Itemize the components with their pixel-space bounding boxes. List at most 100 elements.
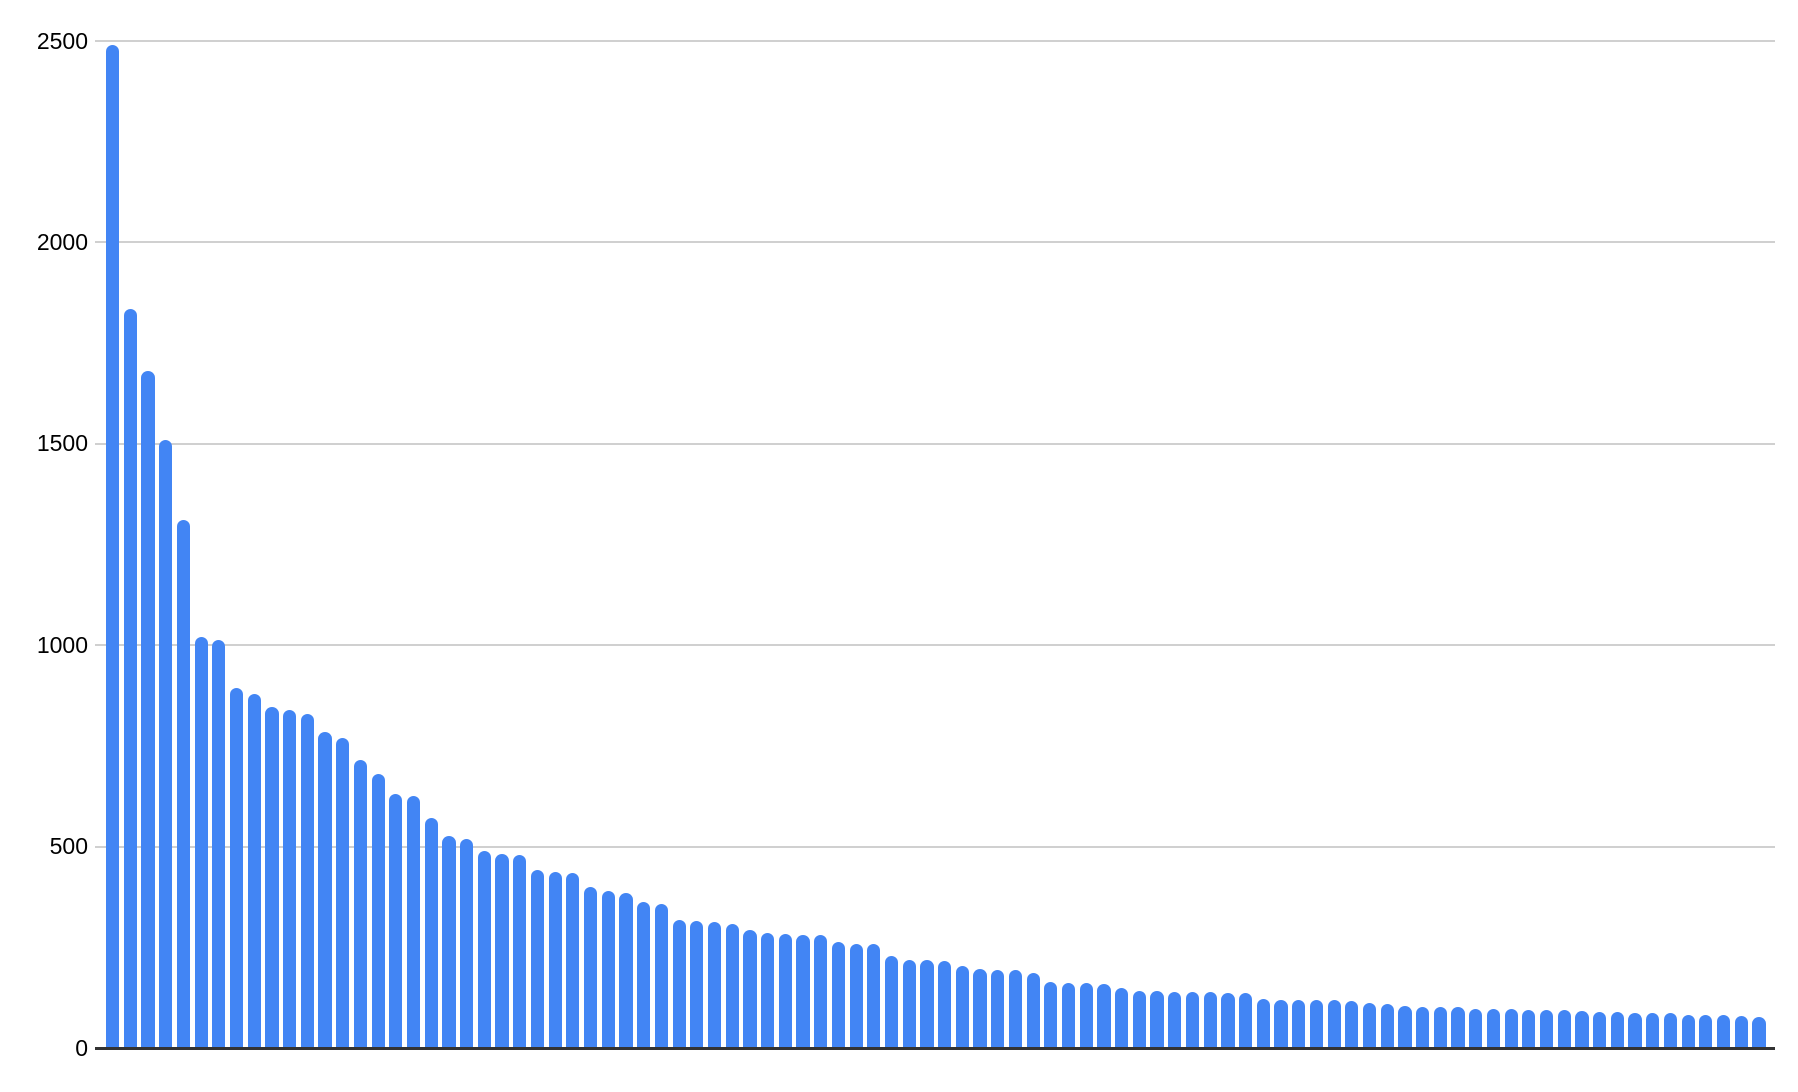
bar-12	[300, 714, 314, 1048]
bar-24	[513, 855, 527, 1048]
bar-60	[1150, 991, 1164, 1048]
bars-layer	[95, 41, 1775, 1048]
bar-72	[1362, 1002, 1377, 1048]
bar-27	[566, 873, 580, 1048]
bar-53	[1026, 973, 1040, 1048]
bar-20	[442, 835, 456, 1048]
bar-29	[601, 890, 615, 1048]
bar-11	[283, 710, 297, 1048]
bar-66	[1256, 999, 1270, 1048]
bar-7	[212, 640, 226, 1048]
bar-38	[761, 933, 775, 1048]
bar-56	[1079, 983, 1093, 1048]
bar-1	[106, 45, 120, 1048]
bar-67	[1274, 999, 1288, 1048]
bar-8	[229, 687, 244, 1048]
bar-64	[1221, 992, 1235, 1048]
bar-74	[1398, 1006, 1412, 1048]
bar-75	[1416, 1006, 1430, 1048]
bar-77	[1451, 1006, 1465, 1048]
bar-57	[1097, 983, 1111, 1048]
bar-31	[637, 901, 651, 1048]
bar-58	[1115, 988, 1129, 1048]
bar-16	[371, 773, 385, 1048]
bar-65	[1239, 993, 1253, 1048]
bar-51	[991, 969, 1005, 1048]
bar-19	[424, 817, 438, 1048]
bar-15	[353, 760, 368, 1048]
bar-22	[477, 850, 491, 1048]
x-axis-line	[95, 1047, 1775, 1050]
y-tick-label-1500: 1500	[36, 430, 88, 457]
bar-50	[973, 968, 987, 1048]
bar-79	[1486, 1009, 1501, 1048]
bar-41	[814, 935, 828, 1048]
bar-33	[672, 919, 686, 1048]
bar-59	[1132, 990, 1146, 1048]
bar-30	[619, 892, 633, 1048]
bar-81	[1522, 1009, 1536, 1048]
bar-4	[159, 439, 173, 1048]
bar-23	[495, 853, 509, 1048]
gridline-2000	[95, 241, 1775, 244]
bar-5	[176, 520, 191, 1048]
bar-73	[1380, 1004, 1394, 1048]
y-tick-label-0: 0	[75, 1034, 88, 1061]
bar-43	[849, 944, 863, 1048]
bar-36	[725, 923, 739, 1048]
bar-94	[1752, 1016, 1766, 1048]
bar-10	[265, 707, 279, 1048]
bar-13	[318, 731, 332, 1048]
bar-84	[1575, 1010, 1589, 1048]
bar-90	[1681, 1014, 1695, 1048]
bar-32	[654, 903, 668, 1048]
bar-37	[743, 930, 757, 1048]
bar-25	[530, 870, 545, 1048]
gridline-500	[95, 845, 1775, 848]
bar-76	[1433, 1006, 1447, 1048]
bar-35	[707, 921, 722, 1048]
bar-80	[1504, 1009, 1518, 1048]
bar-52	[1008, 970, 1023, 1048]
gridline-1000	[95, 644, 1775, 647]
bar-18	[406, 795, 421, 1048]
bar-63	[1203, 992, 1217, 1048]
bar-47	[920, 960, 934, 1048]
bar-45	[884, 956, 899, 1048]
bar-62	[1185, 992, 1200, 1048]
bar-46	[902, 959, 916, 1048]
bar-9	[247, 693, 261, 1048]
bar-48	[938, 960, 952, 1048]
bar-17	[389, 793, 403, 1048]
bar-70	[1327, 1000, 1341, 1048]
bar-14	[336, 737, 350, 1048]
bar-86	[1610, 1012, 1624, 1048]
bar-91	[1699, 1014, 1713, 1048]
bar-92	[1716, 1015, 1731, 1048]
bar-85	[1593, 1011, 1607, 1048]
y-tick-label-1000: 1000	[36, 631, 88, 658]
bar-87	[1628, 1012, 1642, 1048]
y-tick-label-500: 500	[49, 833, 88, 860]
bar-42	[831, 942, 846, 1048]
bar-39	[778, 934, 792, 1048]
gridline-2500	[95, 40, 1775, 42]
bar-21	[460, 838, 474, 1048]
bar-2	[123, 308, 137, 1048]
bar-78	[1469, 1008, 1483, 1048]
y-tick-label-2500: 2500	[36, 27, 88, 54]
bar-55	[1061, 982, 1076, 1048]
gridline-1500	[95, 442, 1775, 445]
bar-44	[867, 944, 881, 1048]
bar-93	[1734, 1016, 1748, 1048]
bar-82	[1539, 1010, 1554, 1048]
bar-89	[1663, 1012, 1678, 1048]
bar-49	[955, 966, 969, 1048]
bar-3	[141, 371, 155, 1048]
bar-71	[1345, 1000, 1359, 1048]
bar-61	[1168, 991, 1182, 1048]
bar-6	[194, 637, 208, 1048]
bar-68	[1292, 1000, 1306, 1048]
y-tick-label-2000: 2000	[36, 228, 88, 255]
